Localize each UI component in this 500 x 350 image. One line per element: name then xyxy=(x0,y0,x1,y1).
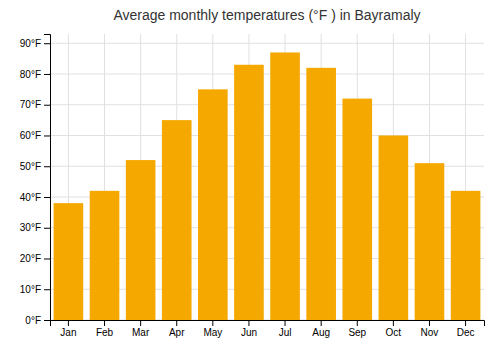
chart: Jan Feb Mar Apr May Jun Jul Aug Sep Oct Nov Dec 0°F 1… xyxy=(0,0,500,350)
x-tick: May xyxy=(203,320,222,338)
y-tick-label: 20°F xyxy=(20,253,41,264)
x-tick-label: Mar xyxy=(132,327,150,338)
x-tick-label: Jan xyxy=(60,327,76,338)
x-axis-line xyxy=(51,321,485,327)
x-tick: Jul xyxy=(279,320,292,338)
bar xyxy=(451,191,481,320)
bar xyxy=(379,135,409,320)
y-tick-mark xyxy=(44,258,50,259)
y-tick: 90°F xyxy=(20,38,50,49)
x-tick-mark xyxy=(357,320,358,326)
x-tick-mark xyxy=(285,320,286,326)
plot: Jan Feb Mar Apr May Jun Jul Aug Sep Oct Nov Dec 0°F 1… xyxy=(20,34,485,338)
x-tick-mark xyxy=(68,320,69,326)
y-grid-line xyxy=(50,104,484,105)
y-tick: 10°F xyxy=(20,284,50,295)
y-grid-line xyxy=(50,135,484,136)
y-tick-label: 90°F xyxy=(20,38,41,49)
y-grid-line xyxy=(50,43,484,44)
y-tick-mark xyxy=(44,289,50,290)
y-tick-mark xyxy=(44,320,50,321)
y-tick-label: 0°F xyxy=(25,315,41,326)
x-tick: Aug xyxy=(312,320,330,338)
title: Average monthly temperatures (°F ) in Ba… xyxy=(113,7,420,23)
x-axis: Jan Feb Mar Apr May Jun Jul Aug Sep Oct Nov Dec xyxy=(51,320,485,338)
y-tick-label: 70°F xyxy=(20,99,41,110)
y-tick-label: 60°F xyxy=(20,130,41,141)
grid xyxy=(50,34,484,320)
x-tick: Nov xyxy=(421,320,439,338)
y-axis: 0°F 10°F 20°F 30°F 40°F 50°F 60°F 70°F 80°F 90°F xyxy=(20,35,51,326)
y-tick-label: 40°F xyxy=(20,192,41,203)
x-tick: Feb xyxy=(96,320,114,338)
bar xyxy=(342,99,372,320)
y-tick: 40°F xyxy=(20,192,50,203)
y-tick-mark xyxy=(44,228,50,229)
bar xyxy=(162,120,192,320)
x-tick-label: Jul xyxy=(279,327,292,338)
bar xyxy=(306,68,336,320)
x-tick: Jan xyxy=(60,320,76,338)
x-tick: Mar xyxy=(132,320,150,338)
bar xyxy=(234,65,264,320)
y-tick: 30°F xyxy=(20,222,50,233)
x-tick-label: Aug xyxy=(312,327,330,338)
y-grid-line xyxy=(50,73,484,74)
y-tick-label: 50°F xyxy=(20,161,41,172)
y-tick-mark xyxy=(44,105,50,106)
x-tick-mark xyxy=(465,320,466,326)
y-tick-mark xyxy=(44,197,50,198)
x-tick-mark xyxy=(248,320,249,326)
x-tick-mark xyxy=(321,320,322,326)
x-tick-label: Apr xyxy=(169,327,185,338)
bar xyxy=(54,203,84,320)
x-tick-label: May xyxy=(203,327,222,338)
x-tick: Sep xyxy=(348,320,366,338)
bar xyxy=(270,52,300,320)
x-tick-mark xyxy=(176,320,177,326)
x-tick: Oct xyxy=(386,320,402,338)
y-axis-line xyxy=(44,35,51,321)
x-tick-label: Sep xyxy=(348,327,366,338)
bar xyxy=(90,191,120,320)
bar xyxy=(198,89,228,320)
y-tick-mark xyxy=(44,135,50,136)
y-tick-label: 30°F xyxy=(20,222,41,233)
bar xyxy=(126,160,156,320)
y-tick: 80°F xyxy=(20,69,50,80)
x-tick-mark xyxy=(429,320,430,326)
y-tick-label: 80°F xyxy=(20,69,41,80)
x-tick-label: Jun xyxy=(241,327,257,338)
bar xyxy=(415,163,445,320)
y-tick: 50°F xyxy=(20,161,50,172)
x-tick-label: Dec xyxy=(457,327,475,338)
y-tick-mark xyxy=(44,74,50,75)
y-tick-label: 10°F xyxy=(20,284,41,295)
x-tick: Jun xyxy=(241,320,257,338)
x-tick-mark xyxy=(104,320,105,326)
x-tick-label: Nov xyxy=(421,327,439,338)
y-tick: 60°F xyxy=(20,130,50,141)
x-tick-mark xyxy=(212,320,213,326)
y-tick-mark xyxy=(44,43,50,44)
bars xyxy=(54,52,481,320)
x-tick: Apr xyxy=(169,320,185,338)
y-tick-mark xyxy=(44,166,50,167)
x-tick: Dec xyxy=(457,320,475,338)
x-tick-mark xyxy=(140,320,141,326)
y-tick: 20°F xyxy=(20,253,50,264)
y-tick: 0°F xyxy=(25,315,50,326)
x-tick-label: Feb xyxy=(96,327,114,338)
y-tick: 70°F xyxy=(20,99,50,110)
x-tick-mark xyxy=(393,320,394,326)
x-tick-label: Oct xyxy=(386,327,402,338)
